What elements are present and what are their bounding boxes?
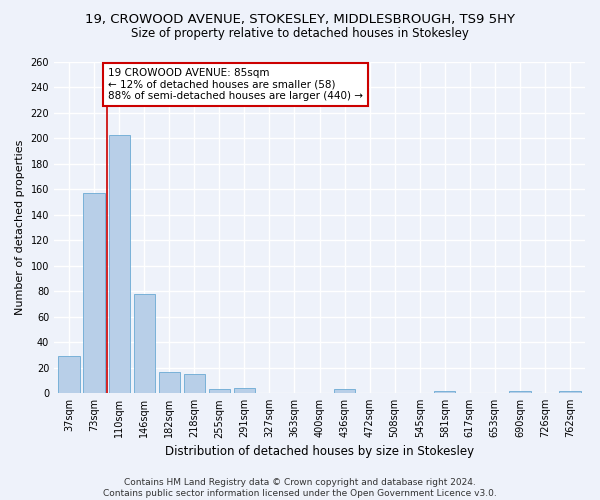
Bar	[509, 390, 530, 393]
Bar	[234, 388, 255, 393]
Bar	[158, 372, 180, 393]
Text: 19, CROWOOD AVENUE, STOKESLEY, MIDDLESBROUGH, TS9 5HY: 19, CROWOOD AVENUE, STOKESLEY, MIDDLESBR…	[85, 12, 515, 26]
Bar	[83, 193, 105, 393]
Bar	[334, 390, 355, 393]
Text: Size of property relative to detached houses in Stokesley: Size of property relative to detached ho…	[131, 28, 469, 40]
Bar	[109, 136, 130, 393]
Text: 19 CROWOOD AVENUE: 85sqm
← 12% of detached houses are smaller (58)
88% of semi-d: 19 CROWOOD AVENUE: 85sqm ← 12% of detach…	[108, 68, 363, 101]
Bar	[209, 390, 230, 393]
Bar	[559, 390, 581, 393]
Bar	[58, 356, 80, 393]
Text: Contains HM Land Registry data © Crown copyright and database right 2024.
Contai: Contains HM Land Registry data © Crown c…	[103, 478, 497, 498]
Bar	[434, 390, 455, 393]
X-axis label: Distribution of detached houses by size in Stokesley: Distribution of detached houses by size …	[165, 444, 474, 458]
Bar	[134, 294, 155, 393]
Bar	[184, 374, 205, 393]
Y-axis label: Number of detached properties: Number of detached properties	[15, 140, 25, 315]
